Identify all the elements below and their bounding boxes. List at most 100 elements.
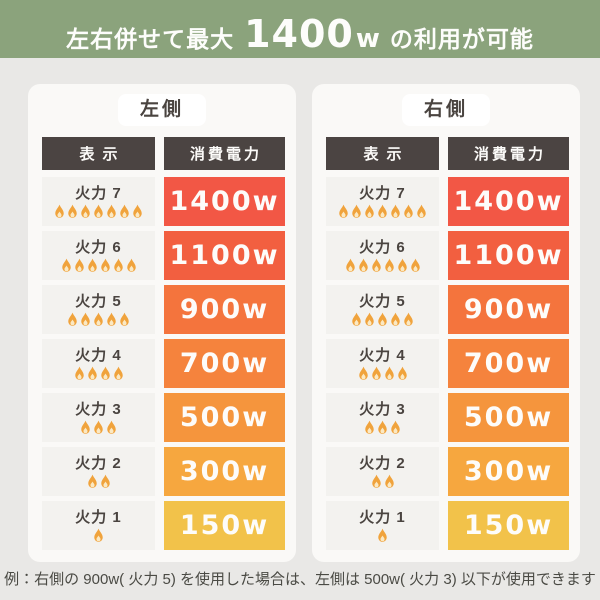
heat-level-cell: 火力 5: [42, 285, 155, 334]
wattage-cell: 1400w: [448, 177, 569, 226]
flame-icon: [352, 204, 361, 218]
flame-icon: [371, 474, 381, 488]
flame-row: [376, 527, 389, 543]
flame-icon: [87, 366, 97, 380]
wattage-value: 900w: [179, 294, 270, 325]
table-rows: 火力 7 1400w 火力 6: [326, 177, 580, 550]
wattage-cell: 150w: [448, 501, 569, 550]
table-row: 火力 4 700w: [42, 339, 296, 388]
table-row: 火力 3 500w: [326, 393, 580, 442]
heat-level-label: 火力 2: [359, 454, 406, 472]
heat-level-cell: 火力 6: [42, 231, 155, 280]
flame-icon: [397, 258, 407, 272]
heat-level-cell: 火力 3: [42, 393, 155, 442]
flame-icon: [107, 420, 116, 434]
wattage-cell: 1100w: [448, 231, 569, 280]
flame-icon: [81, 204, 90, 218]
power-column-header: 消費電力: [448, 137, 569, 170]
wattage-cell: 300w: [448, 447, 569, 496]
flame-icon: [107, 312, 116, 326]
max-wattage-value: 1400: [244, 12, 354, 56]
side-badge-right: 右側: [401, 94, 490, 126]
flame-icon: [113, 258, 123, 272]
heat-level-cell: 火力 4: [326, 339, 439, 388]
wattage-cell: 300w: [164, 447, 285, 496]
heat-level-label: 火力 7: [359, 184, 406, 202]
flame-icon: [384, 258, 394, 272]
flame-icon: [107, 204, 116, 218]
card-right-burner: 右側 表示 消費電力 火力 7 1400w 火力 6: [312, 84, 580, 562]
flame-icon: [378, 204, 387, 218]
heat-level-label: 火力 2: [75, 454, 122, 472]
table-row: 火力 1 150w: [42, 501, 296, 550]
heat-level-cell: 火力 1: [42, 501, 155, 550]
table-header: 表示 消費電力: [42, 137, 296, 170]
flame-row: [66, 311, 131, 327]
flame-icon: [55, 204, 64, 218]
flame-row: [79, 419, 118, 435]
flame-row: [357, 365, 409, 381]
heat-level-label: 火力 6: [75, 238, 122, 256]
banner-prefix: 左右併せて最大: [66, 26, 235, 52]
flame-icon: [404, 312, 413, 326]
flame-icon: [378, 312, 387, 326]
heat-level-cell: 火力 1: [326, 501, 439, 550]
flame-icon: [358, 258, 368, 272]
flame-icon: [94, 528, 103, 542]
flame-icon: [61, 258, 71, 272]
flame-icon: [68, 204, 77, 218]
wattage-cell: 500w: [448, 393, 569, 442]
heat-level-cell: 火力 3: [326, 393, 439, 442]
flame-icon: [339, 204, 348, 218]
heat-level-label: 火力 4: [359, 346, 406, 364]
heat-level-label: 火力 4: [75, 346, 122, 364]
table-header: 表示 消費電力: [326, 137, 580, 170]
flame-icon: [391, 204, 400, 218]
heat-level-label: 火力 3: [359, 400, 406, 418]
flame-icon: [365, 204, 374, 218]
wattage-cell: 900w: [448, 285, 569, 334]
side-badge-left: 左側: [117, 94, 206, 126]
flame-row: [53, 203, 144, 219]
flame-icon: [378, 420, 387, 434]
wattage-value: 1100w: [169, 240, 280, 271]
table-rows: 火力 7 1400w 火力 6: [42, 177, 296, 550]
example-note: 例：右側の 900w( 火力 5) を使用した場合は、左側は 500w( 火力 …: [4, 571, 596, 588]
banner-suffix: の利用が可能: [389, 26, 534, 52]
flame-row: [344, 257, 422, 273]
flame-row: [350, 311, 415, 327]
card-left-burner: 左側 表示 消費電力 火力 7 1400w 火力 6: [28, 84, 296, 562]
flame-icon: [391, 312, 400, 326]
flame-icon: [100, 474, 110, 488]
wattage-value: 150w: [463, 510, 554, 541]
flame-icon: [365, 420, 374, 434]
flame-icon: [120, 312, 129, 326]
wattage-cell: 900w: [164, 285, 285, 334]
wattage-cell: 1400w: [164, 177, 285, 226]
flame-icon: [100, 258, 110, 272]
table-row: 火力 5 900w: [326, 285, 580, 334]
wattage-value: 300w: [179, 456, 270, 487]
heat-level-cell: 火力 6: [326, 231, 439, 280]
flame-icon: [74, 258, 84, 272]
flame-icon: [384, 366, 394, 380]
heat-level-label: 火力 6: [359, 238, 406, 256]
flame-icon: [94, 420, 103, 434]
flame-icon: [345, 258, 355, 272]
wattage-value: 150w: [179, 510, 270, 541]
flame-icon: [358, 366, 368, 380]
heat-level-cell: 火力 5: [326, 285, 439, 334]
banner: 左右併せて最大 1400 w の利用が可能: [0, 0, 600, 58]
heat-level-cell: 火力 7: [326, 177, 439, 226]
table-row: 火力 6 1100w: [326, 231, 580, 280]
flame-row: [370, 473, 396, 489]
power-column-header: 消費電力: [164, 137, 285, 170]
table-row: 火力 7 1400w: [326, 177, 580, 226]
flame-row: [86, 473, 112, 489]
flame-icon: [417, 204, 426, 218]
display-column-header: 表示: [326, 137, 439, 170]
flame-icon: [120, 204, 129, 218]
flame-icon: [68, 312, 77, 326]
wattage-value: 500w: [179, 402, 270, 433]
